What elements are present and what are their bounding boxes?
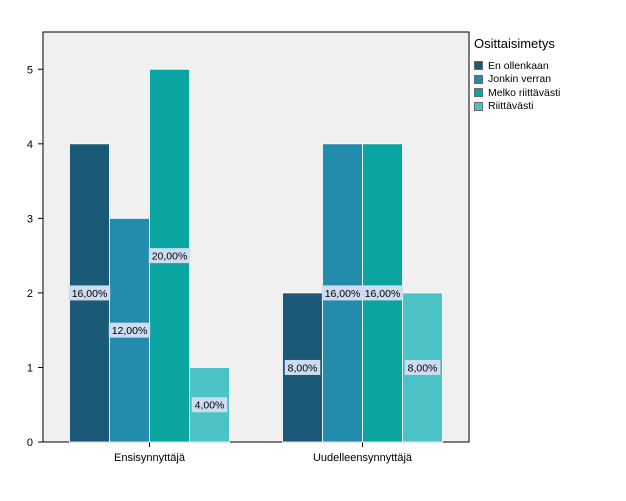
- legend-item: Melko riittävästi: [474, 86, 624, 100]
- legend-label: Riittävästi: [488, 100, 534, 113]
- data-labels: 16,00% 12,00% 20,00% 4,00% 8,00% 16,00% 16,00%…: [68, 248, 441, 413]
- legend-label: Melko riittävästi: [488, 86, 561, 99]
- y-tick-label: 1: [27, 362, 33, 374]
- data-label: 16,00%: [72, 288, 108, 300]
- data-label-box: [361, 285, 404, 301]
- data-label-box: [284, 359, 321, 375]
- legend-swatch: [474, 88, 483, 98]
- legend-label: En ollenkaan: [488, 59, 549, 72]
- legend: Osittaisimetys En ollenkaan Jonkin verran…: [474, 36, 624, 113]
- y-tick-label: 0: [27, 437, 33, 449]
- legend-items: En ollenkaan Jonkin verran Melko riittäväs…: [474, 59, 624, 113]
- y-tick-label: 2: [27, 288, 33, 300]
- data-label: 8,00%: [408, 362, 438, 374]
- y-tick-label: 3: [27, 213, 33, 225]
- data-label: 12,00%: [112, 325, 148, 337]
- data-label: 16,00%: [365, 288, 401, 300]
- y-tick-label: 4: [27, 139, 33, 151]
- legend-item: Riittävästi: [474, 100, 624, 114]
- legend-item: En ollenkaan: [474, 59, 624, 73]
- category-label: Ensisynnyttäjä: [114, 452, 186, 464]
- data-label: 4,00%: [195, 400, 225, 412]
- data-label: 16,00%: [325, 288, 361, 300]
- category-label: Uudelleensynnyttäjä: [313, 452, 413, 464]
- x-axis: Ensisynnyttäjä Uudelleensynnyttäjä: [43, 441, 469, 464]
- data-label-box: [404, 359, 441, 375]
- data-label-box: [148, 248, 191, 264]
- data-label: 8,00%: [288, 362, 318, 374]
- y-tick-label: 5: [27, 64, 33, 76]
- legend-title: Osittaisimetys: [474, 36, 555, 51]
- legend-swatch: [474, 61, 483, 71]
- legend-swatch: [474, 74, 483, 84]
- data-label-box: [191, 397, 228, 413]
- data-label-box: [68, 285, 111, 301]
- legend-item: Jonkin verran: [474, 73, 624, 87]
- legend-label: Jonkin verran: [488, 73, 552, 86]
- legend-swatch: [474, 101, 483, 111]
- data-label-box: [108, 322, 151, 338]
- data-label: 20,00%: [152, 251, 188, 263]
- y-axis: 0 1 2 3 4 5: [27, 32, 44, 449]
- data-label-box: [321, 285, 364, 301]
